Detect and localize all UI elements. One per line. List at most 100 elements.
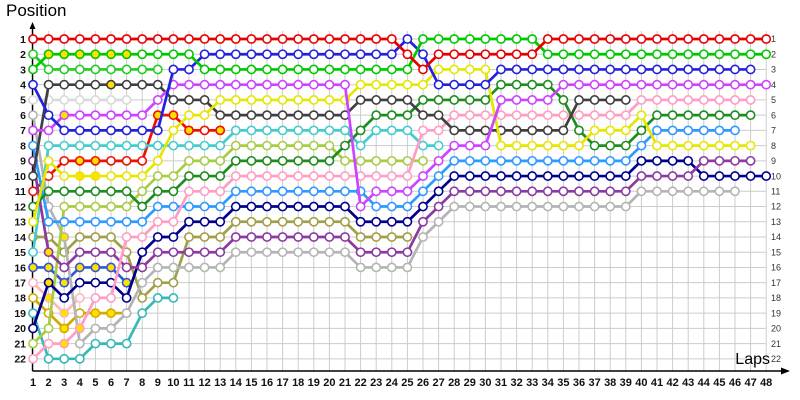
lap-marker	[449, 201, 460, 212]
lap-marker	[496, 186, 506, 197]
x-tick-label: 42	[666, 377, 678, 389]
lap-marker	[433, 110, 444, 121]
lap-marker	[464, 95, 475, 105]
lap-marker	[355, 95, 366, 105]
lap-marker	[449, 171, 460, 181]
lap-marker	[511, 140, 522, 151]
lap-marker	[121, 338, 132, 349]
series-car-blue2	[28, 262, 132, 288]
lap-marker	[386, 247, 397, 258]
lap-marker	[199, 247, 210, 258]
lap-marker	[106, 232, 116, 242]
lap-marker	[449, 95, 460, 105]
lap-marker	[59, 34, 70, 44]
lap-marker	[355, 125, 366, 136]
lap-marker	[43, 125, 54, 136]
lap-marker	[667, 155, 678, 166]
lap-marker	[340, 171, 350, 181]
lap-marker	[137, 247, 148, 258]
lap-marker	[636, 186, 647, 197]
lap-marker	[90, 338, 101, 349]
lap-marker	[230, 125, 241, 136]
lap-marker	[28, 34, 38, 44]
lap-marker	[184, 125, 194, 136]
lap-marker	[589, 140, 600, 151]
y-tick-label-left: 8	[20, 140, 26, 152]
lap-marker	[574, 79, 584, 90]
lap-marker	[730, 125, 740, 136]
lap-marker	[262, 49, 272, 60]
x-tick-label: 40	[635, 377, 647, 389]
lap-marker	[43, 186, 54, 197]
lap-marker	[371, 34, 382, 44]
lap-marker	[262, 34, 272, 44]
lap-marker	[74, 155, 85, 166]
lap-marker	[714, 79, 725, 90]
lap-marker	[106, 247, 116, 258]
lap-marker	[28, 95, 38, 105]
lap-marker	[324, 110, 335, 121]
lap-marker	[511, 79, 522, 90]
lap-marker	[262, 125, 272, 136]
lap-marker	[355, 155, 366, 166]
lap-marker	[745, 95, 756, 105]
lap-marker	[574, 171, 584, 181]
x-tick-label: 6	[108, 377, 114, 389]
lap-marker	[308, 95, 319, 105]
lap-marker	[28, 79, 38, 90]
lap-marker	[106, 308, 116, 319]
y-tick-label-right: 8	[771, 141, 776, 151]
lap-marker	[698, 110, 709, 121]
lap-marker	[527, 155, 538, 166]
x-tick-label: 2	[46, 377, 52, 389]
lap-marker	[106, 95, 116, 105]
lap-marker	[168, 140, 179, 151]
lap-marker	[293, 186, 304, 197]
series-car-darkgreen	[28, 79, 756, 212]
lap-marker	[480, 110, 491, 121]
lap-marker	[230, 171, 241, 181]
y-tick-label-left: 4	[20, 79, 26, 91]
lap-marker	[121, 171, 132, 181]
lap-marker	[605, 110, 616, 121]
series-line	[31, 159, 768, 330]
lap-marker	[90, 232, 101, 242]
lap-marker	[90, 323, 101, 334]
lap-marker	[215, 232, 226, 242]
lap-marker	[698, 140, 709, 151]
lap-marker	[652, 95, 662, 105]
lap-marker	[683, 171, 694, 181]
lap-marker	[355, 140, 366, 151]
lap-marker	[43, 64, 54, 75]
lap-marker	[90, 95, 101, 105]
lap-marker	[496, 64, 506, 75]
lap-marker	[542, 201, 553, 212]
lap-marker	[371, 125, 382, 136]
lap-marker	[184, 110, 194, 121]
lap-marker	[90, 64, 101, 75]
x-tick-label: 35	[557, 377, 569, 389]
lap-marker	[402, 232, 413, 242]
lap-marker	[589, 79, 600, 90]
x-tick-label: 10	[167, 377, 179, 389]
lap-marker	[714, 49, 725, 60]
lap-marker	[371, 201, 382, 212]
lap-marker	[418, 186, 428, 197]
lap-marker	[480, 64, 491, 75]
y-tick-label-left: 3	[20, 64, 26, 76]
lap-marker	[199, 201, 210, 212]
lap-marker	[433, 49, 444, 60]
lap-marker	[620, 110, 631, 121]
series-car-olive	[28, 216, 413, 303]
lap-marker	[121, 293, 132, 303]
lap-marker	[589, 49, 600, 60]
lap-marker	[418, 49, 428, 60]
lap-marker	[184, 95, 194, 105]
lap-marker	[168, 95, 179, 105]
lap-marker	[90, 186, 101, 197]
lap-marker	[667, 110, 678, 121]
lap-marker	[59, 308, 70, 319]
lap-marker	[652, 125, 662, 136]
lap-marker	[418, 64, 428, 75]
